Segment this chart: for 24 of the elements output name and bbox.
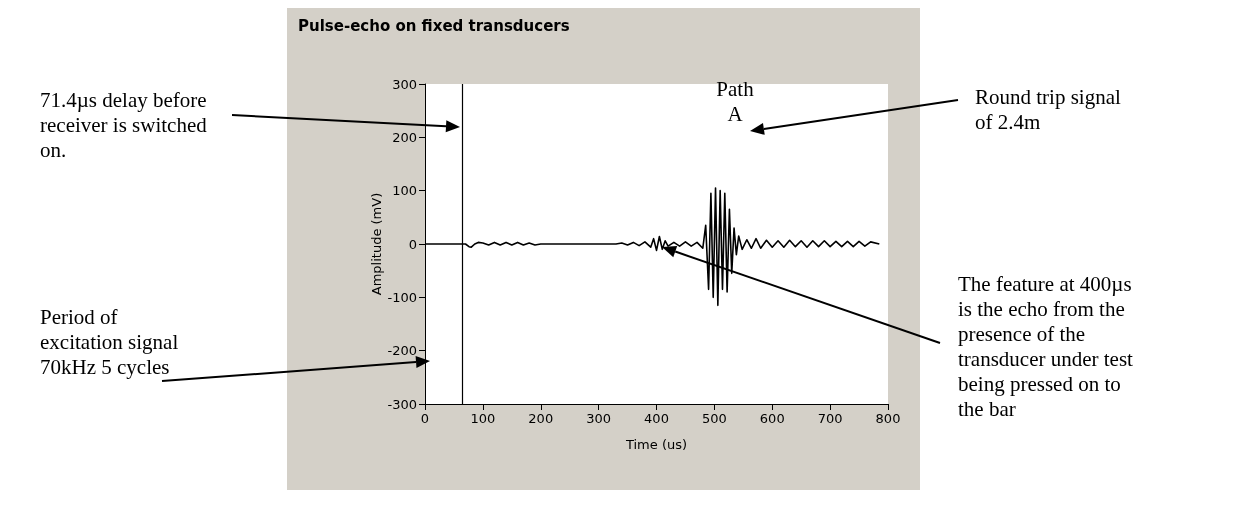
x-tick-label: 400: [644, 411, 669, 426]
chart-title: Pulse-echo on fixed transducers: [298, 16, 570, 35]
x-tick-label: 200: [528, 411, 554, 426]
x-tick-label: 500: [701, 411, 727, 426]
y-axis-title: Amplitude (mV): [369, 192, 384, 296]
annotation: Path A: [715, 77, 755, 127]
text: The feature at 400µs is the echo from the presence of the transducer under test being pressed on to the bar: [958, 272, 1134, 422]
text: Round trip signal of 2.4m: [975, 85, 1122, 135]
x-tick-label: 800: [875, 411, 901, 426]
text: 71.4µs delay before receiver is switched on.: [40, 88, 208, 163]
x-tick-label: 600: [759, 411, 785, 426]
y-tick-label: 300: [392, 76, 417, 92]
x-tick-label: 700: [817, 411, 843, 426]
x-axis-title: Time (us): [624, 437, 688, 452]
y-tick-label: 200: [392, 129, 417, 145]
y-tick-label: 0: [408, 236, 417, 252]
x-tick-label: 300: [586, 411, 612, 426]
y-tick-label: -200: [387, 343, 417, 359]
y-tick-label: 100: [392, 183, 417, 199]
x-tick-label: 100: [470, 411, 496, 426]
text: Period of excitation signal 70kHz 5 cycles: [40, 305, 180, 380]
y-tick-label: -100: [387, 289, 417, 305]
y-tick-label: -300: [387, 396, 417, 412]
x-tick-label: 0: [420, 411, 430, 426]
